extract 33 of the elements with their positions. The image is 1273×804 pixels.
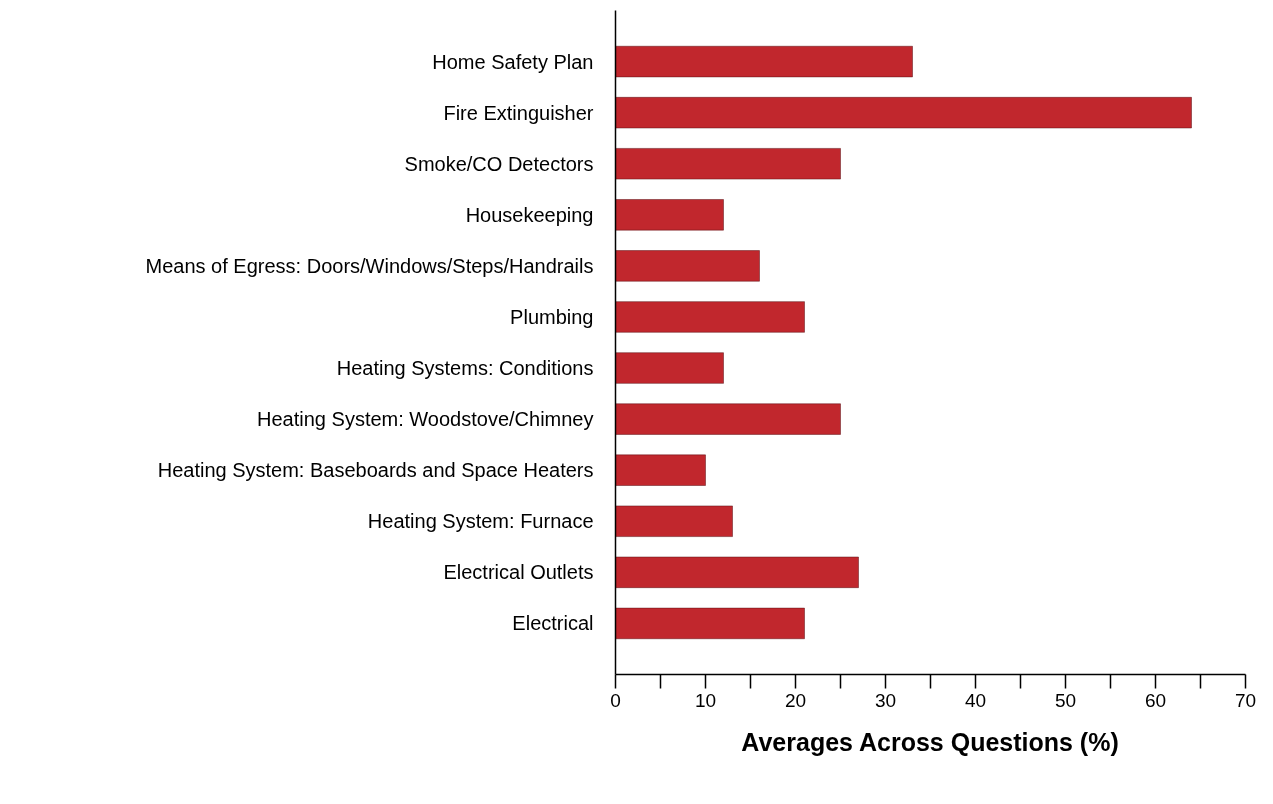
bar xyxy=(615,556,859,588)
bar xyxy=(615,454,706,486)
bar xyxy=(615,607,805,639)
x-tick-label: 30 xyxy=(874,689,897,711)
bar xyxy=(615,301,805,333)
x-tick-label: 0 xyxy=(610,689,621,711)
bar xyxy=(615,148,841,180)
y-tick-label: Fire Extinguisher xyxy=(443,101,594,124)
bar xyxy=(615,46,913,78)
y-tick-label: Smoke/CO Detectors xyxy=(404,152,594,175)
bar xyxy=(615,403,841,435)
y-tick-label: Means of Egress: Doors/Windows/Steps/Handrails xyxy=(145,254,594,277)
x-axis-title: Averages Across Questions (%) xyxy=(741,727,1119,756)
x-tick-label: 70 xyxy=(1234,689,1257,711)
y-tick-label: Heating System: Furnace xyxy=(367,510,594,533)
y-tick-label: Heating System: Woodstove/Chimney xyxy=(257,408,594,431)
bar xyxy=(615,199,724,231)
x-tick-label: 10 xyxy=(694,689,717,711)
y-tick-label: Electrical Outlets xyxy=(443,561,594,584)
y-tick-label: Home Safety Plan xyxy=(432,50,594,73)
x-tick-label: 50 xyxy=(1054,689,1077,711)
x-tick-label: 20 xyxy=(784,689,807,711)
y-tick-label: Heating Systems: Conditions xyxy=(336,357,594,380)
bar xyxy=(615,505,733,537)
bar xyxy=(615,352,724,384)
y-tick-label: Plumbing xyxy=(510,305,594,328)
y-tick-label: Electrical xyxy=(512,612,594,635)
x-tick-label: 40 xyxy=(964,689,987,711)
bar xyxy=(615,97,1192,129)
bar xyxy=(615,250,760,282)
y-tick-label: Heating System: Baseboards and Space Heaters xyxy=(157,459,594,482)
x-tick-label: 60 xyxy=(1144,689,1167,711)
y-tick-label: Housekeeping xyxy=(465,203,594,226)
